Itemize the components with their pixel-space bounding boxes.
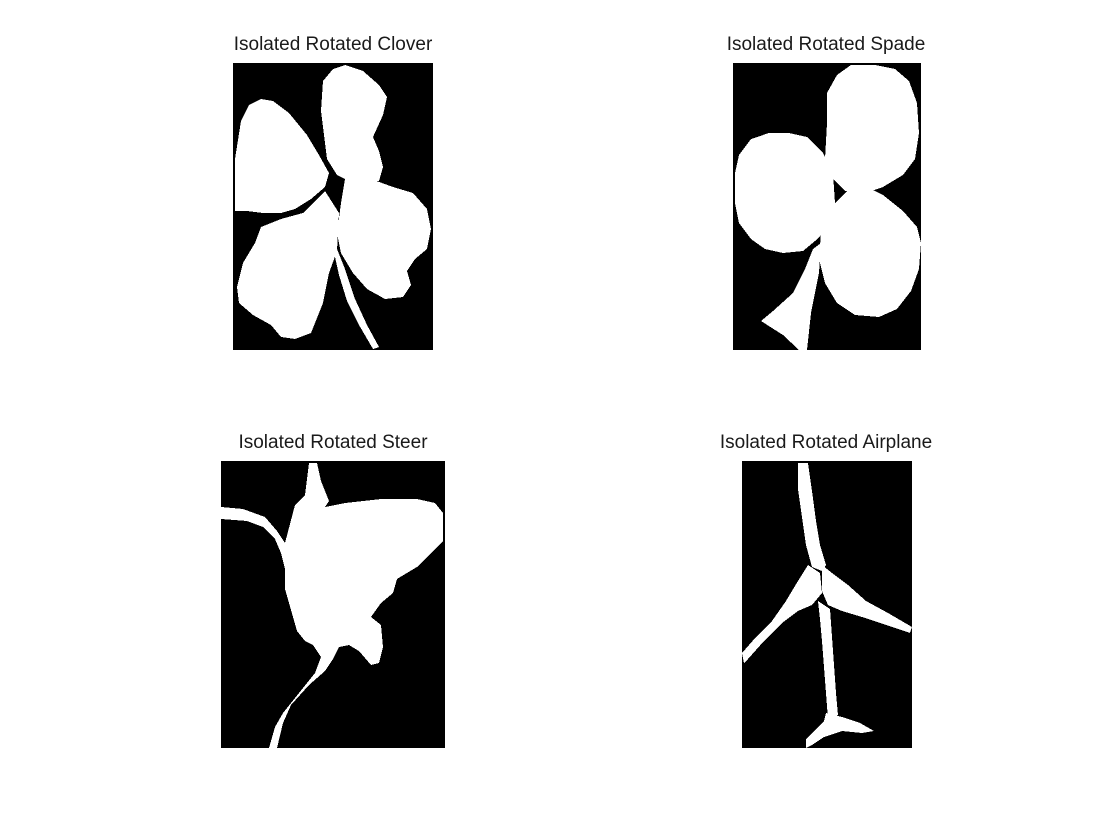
subplot-title-spade: Isolated Rotated Spade (726, 34, 926, 55)
subplot-clover: Isolated Rotated Clover (180, 34, 486, 352)
subplot-airplane: Isolated Rotated Airplane (676, 432, 976, 750)
subplot-title-airplane: Isolated Rotated Airplane (719, 432, 933, 453)
subplot-spade: Isolated Rotated Spade (676, 34, 976, 352)
binary-image-clover (233, 63, 433, 350)
subplot-steer: Isolated Rotated Steer (180, 432, 486, 750)
steer-silhouette (221, 463, 443, 748)
clover-silhouette (235, 65, 431, 349)
binary-image-steer (221, 461, 445, 748)
subplot-title-clover: Isolated Rotated Clover (233, 34, 433, 55)
subplot-title-steer: Isolated Rotated Steer (238, 432, 428, 453)
binary-image-airplane (742, 461, 912, 748)
binary-image-spade (733, 63, 921, 350)
spade-silhouette (735, 65, 921, 350)
airplane-silhouette (742, 463, 912, 748)
